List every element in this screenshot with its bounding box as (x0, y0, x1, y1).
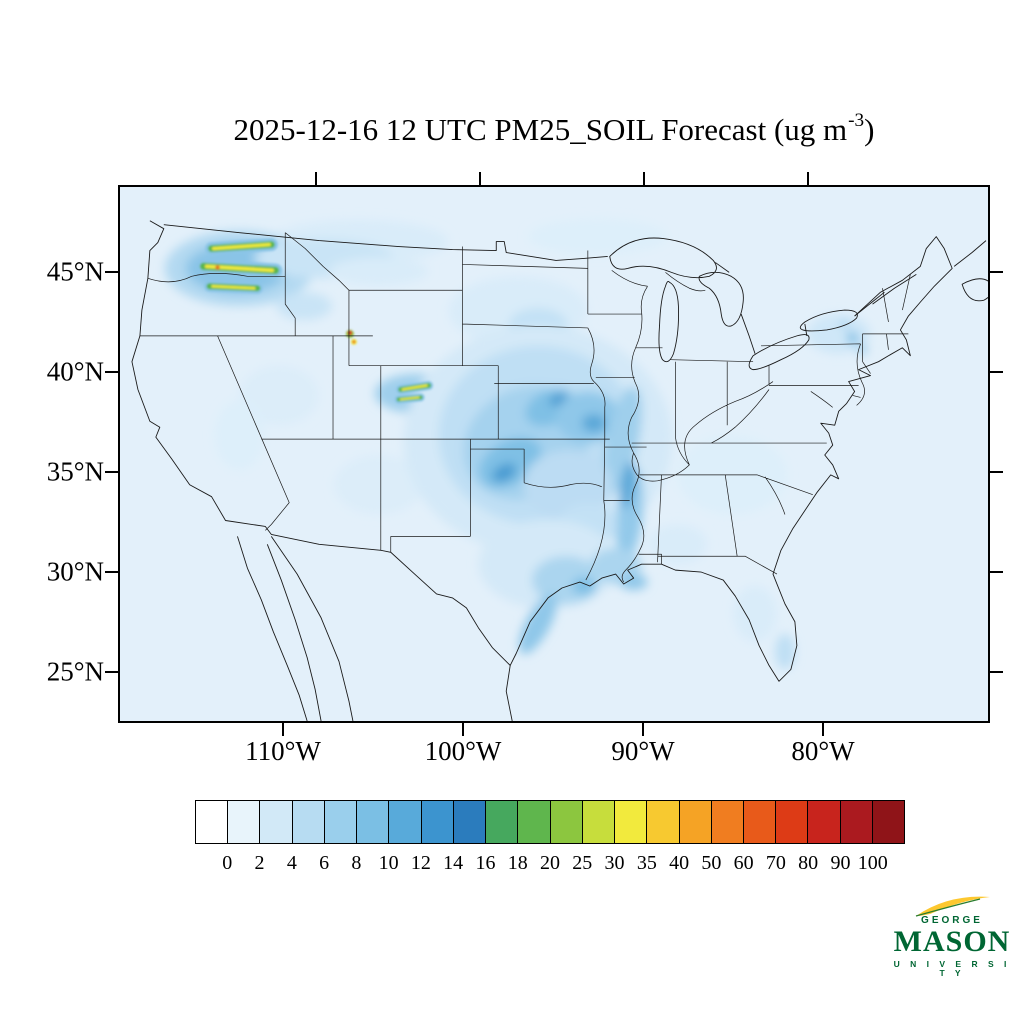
colorbar-tick-label: 14 (443, 852, 464, 874)
lon-tick-top (479, 172, 481, 185)
canada-maritimes (953, 240, 988, 302)
lon-tick-bottom (642, 723, 644, 736)
lat-tick-right (990, 671, 1003, 673)
colorbar-cell (195, 800, 229, 844)
lon-tick-top (807, 172, 809, 185)
colorbar-tick-label: 12 (410, 852, 431, 874)
lat-tick-label: 35°N (46, 456, 104, 487)
logo-university-text: U N I V E R S I T Y (893, 959, 1011, 978)
lon-tick-top (315, 172, 317, 185)
colorbar-tick-label: 60 (733, 852, 754, 874)
colorbar-tick-label: 25 (572, 852, 593, 874)
lon-tick-bottom (462, 723, 464, 736)
colorbar-cell (581, 800, 616, 844)
colorbar-cell (710, 800, 744, 844)
colorbar-cell (742, 800, 777, 844)
colorbar-tick-label: 2 (254, 852, 265, 874)
title-suffix: ) (864, 112, 875, 147)
title-text: 2025-12-16 12 UTC PM25_SOIL Forecast (ug… (233, 112, 848, 147)
lon-tick-label: 90°W (611, 736, 675, 766)
lat-tick-left (105, 571, 118, 573)
lat-tick-label: 30°N (46, 556, 104, 587)
us-map-svg (120, 187, 988, 721)
colorbar-tick-label: 90 (830, 852, 851, 874)
colorbar-cell (871, 800, 906, 844)
coastlines-and-borders (131, 220, 988, 721)
page-title: 2025-12-16 12 UTC PM25_SOIL Forecast (ug… (118, 109, 990, 148)
colorbar-tick-label: 10 (378, 852, 399, 874)
forecast-map (118, 185, 990, 723)
colorbar-cell (291, 800, 325, 844)
logo-mason-text: MASON (893, 925, 1011, 958)
colorbar-tick-label: 40 (669, 852, 690, 874)
lat-tick-right (990, 471, 1003, 473)
lat-tick-right (990, 271, 1003, 273)
canada-border (163, 224, 917, 354)
colorbar-cell (388, 800, 422, 844)
colorbar-cell (227, 800, 261, 844)
colorbar-tick-label: 6 (319, 852, 330, 874)
state-borders (139, 232, 911, 583)
colorbar-tick-label: 50 (701, 852, 722, 874)
colorbar-cell (420, 800, 454, 844)
colorbar-tick-label: 18 (507, 852, 528, 874)
colorbar-tick-label: 20 (540, 852, 560, 874)
us-coastline (131, 220, 953, 682)
gmu-logo: GEORGE MASON U N I V E R S I T Y (886, 890, 1018, 977)
logo-george-text: GEORGE (921, 915, 983, 926)
colorbar-cell (807, 800, 841, 844)
colorbar-cell (678, 800, 712, 844)
colorbar-tick-label: 4 (286, 852, 297, 874)
lon-tick-label: 100°W (424, 736, 502, 766)
lat-tick-right (990, 571, 1003, 573)
lat-tick-label: 45°N (46, 256, 104, 287)
colorbar-tick-label: 30 (604, 852, 625, 874)
lat-tick-label: 25°N (46, 656, 104, 687)
colorbar-cell (614, 800, 648, 844)
colorbar-cell (356, 800, 390, 844)
lon-tick-label: 80°W (791, 736, 855, 766)
lat-tick-label: 40°N (46, 356, 104, 387)
logo-swoosh-icon (915, 896, 990, 917)
colorbar-tick-label: 100 (857, 852, 888, 874)
lon-tick-bottom (822, 723, 824, 736)
lat-tick-left (105, 471, 118, 473)
lon-tick-bottom (282, 723, 284, 736)
colorbar-cell (517, 800, 551, 844)
lon-tick-top (643, 172, 645, 185)
mexico-coastline (237, 536, 513, 721)
colorbar-tick-label: 35 (636, 852, 657, 874)
lat-tick-left (105, 671, 118, 673)
lon-tick-label: 110°W (245, 736, 321, 766)
colorbar-cell (775, 800, 809, 844)
colorbar-cell (485, 800, 519, 844)
colorbar-cell (646, 800, 680, 844)
colorbar-cell (452, 800, 487, 844)
colorbar-cell (259, 800, 293, 844)
hotspot-streaks (196, 238, 434, 404)
title-exponent: -3 (848, 109, 865, 131)
colorbar-tick-label: 70 (765, 852, 786, 874)
colorbar-tick-label: 16 (475, 852, 496, 874)
lat-tick-left (105, 271, 118, 273)
colorbar-cell (323, 800, 358, 844)
lat-tick-left (105, 371, 118, 373)
colorbar (195, 800, 906, 844)
colorbar-cell (549, 800, 583, 844)
lat-tick-right (990, 371, 1003, 373)
great-lakes (609, 237, 858, 371)
colorbar-tick-label: 0 (222, 852, 233, 874)
colorbar-tick-label: 80 (798, 852, 819, 874)
colorbar-cell (839, 800, 873, 844)
colorbar-tick-label: 8 (351, 852, 362, 874)
colorbar-labels: 0 2 4 6 8 10 12 14 16 18 20 25 30 35 40 50 60 70 80 90 100 (195, 852, 905, 878)
